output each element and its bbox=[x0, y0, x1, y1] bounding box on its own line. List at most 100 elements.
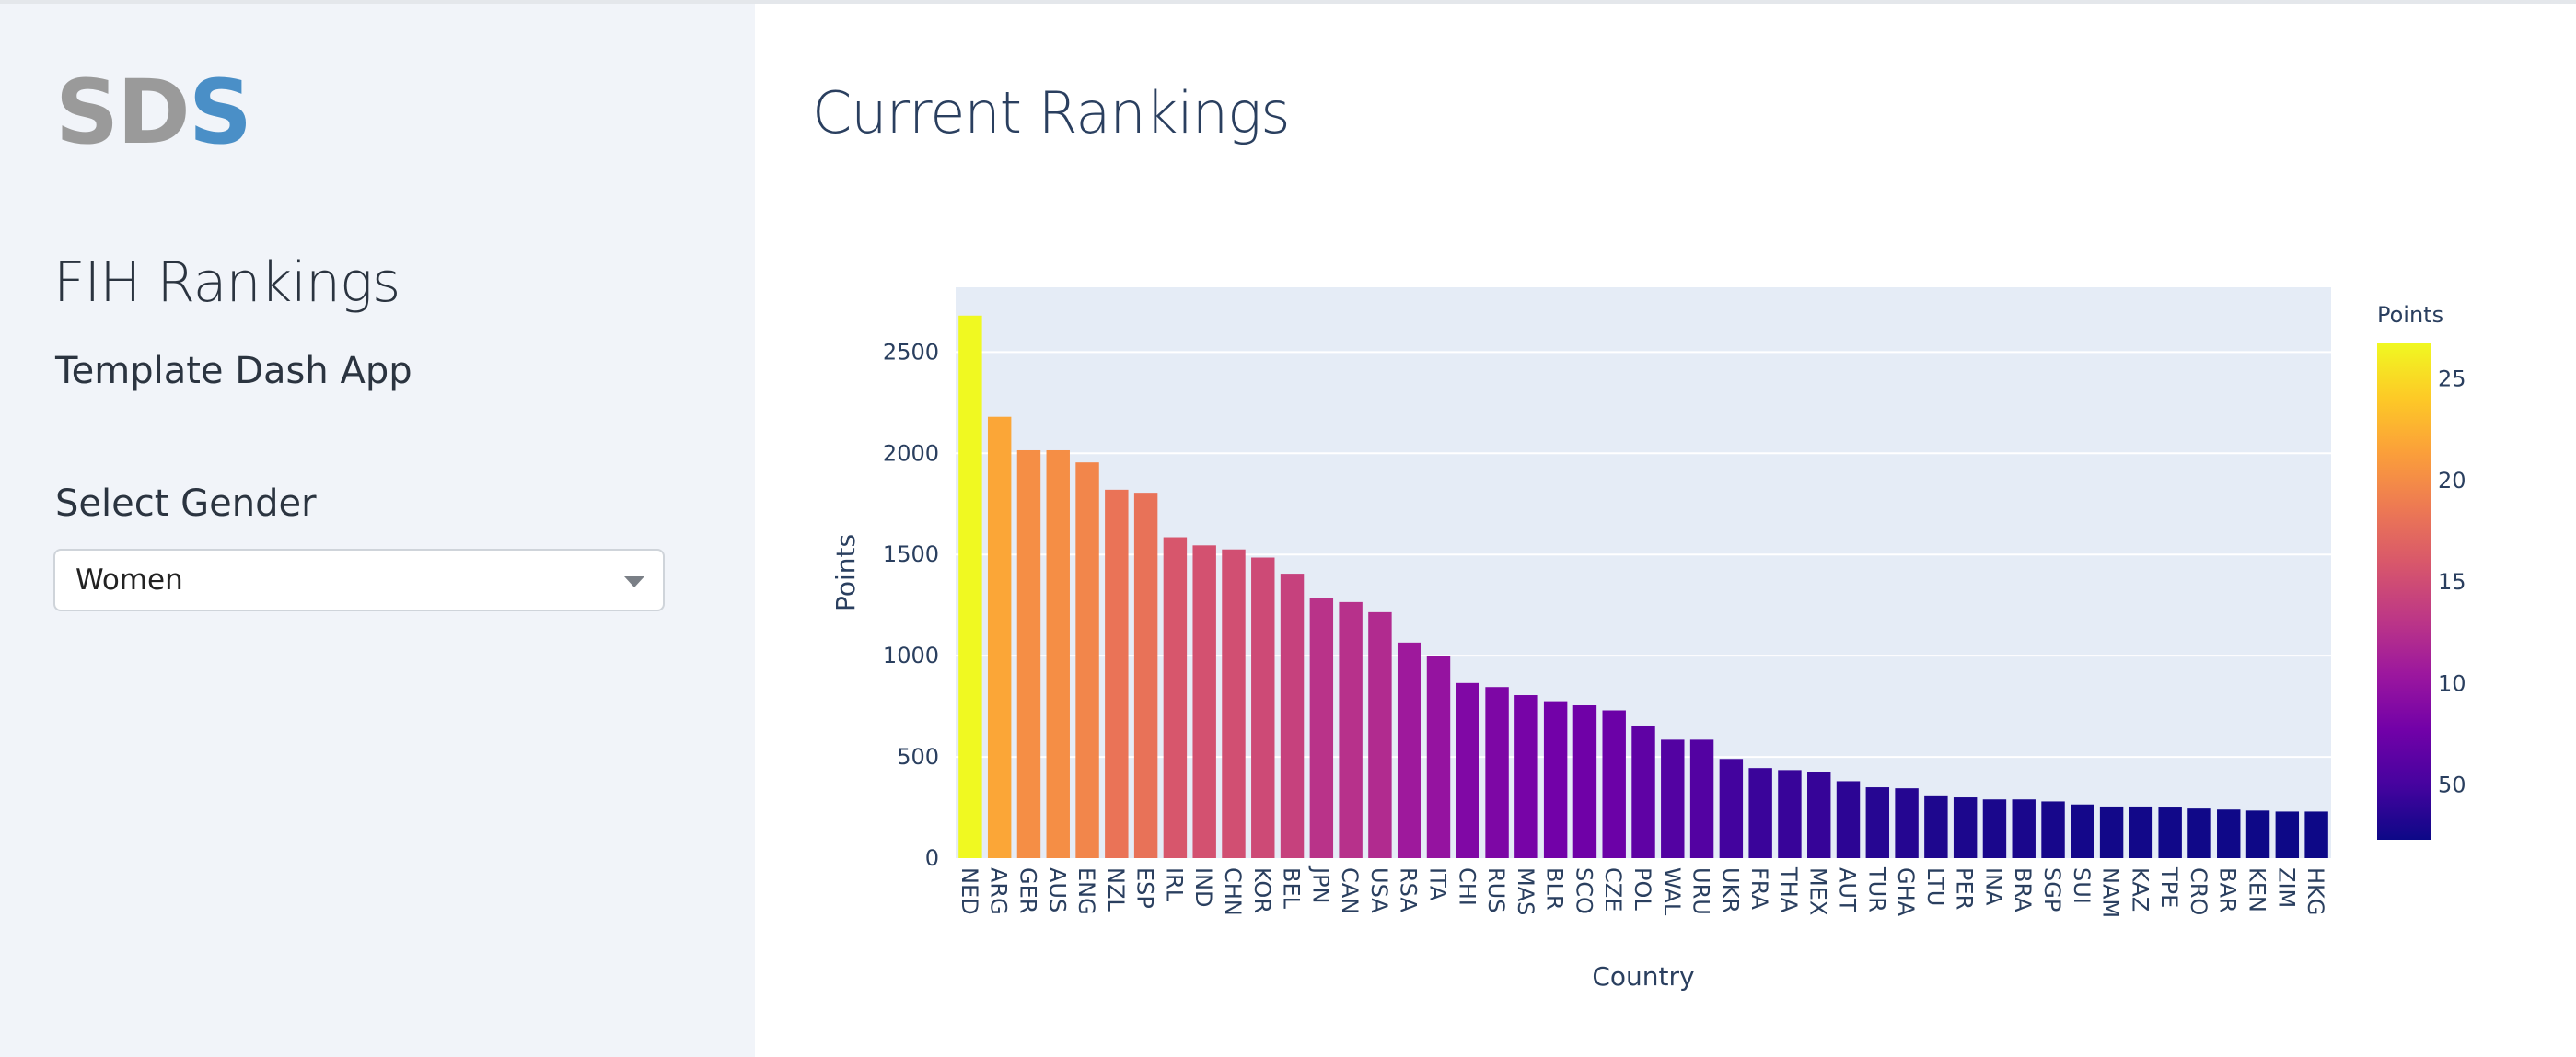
x-tick-label: KAZ bbox=[2127, 867, 2152, 912]
bar-ita bbox=[1426, 656, 1451, 858]
bar-ind bbox=[1192, 545, 1216, 858]
bar-bra bbox=[2012, 799, 2036, 858]
colorbar-ticks: 500 1000 1500 2000 2500 bbox=[2438, 366, 2467, 798]
x-tick-label: CHI bbox=[1454, 867, 1479, 906]
y-axis-ticks: 0 500 1000 1500 2000 2500 bbox=[883, 339, 939, 871]
y-axis-title: Points bbox=[830, 534, 861, 611]
x-tick-label: SGP bbox=[2039, 867, 2065, 912]
x-tick-label: NZL bbox=[1103, 867, 1129, 912]
bar-aus bbox=[1046, 449, 1070, 858]
bar-kaz bbox=[2129, 806, 2153, 858]
bars bbox=[958, 315, 2328, 858]
x-axis-title: Country bbox=[1592, 961, 1694, 992]
colorbar-scale bbox=[2377, 343, 2431, 840]
bar-esp bbox=[1133, 493, 1158, 858]
x-tick-label: BRA bbox=[2010, 867, 2036, 912]
x-tick-label: KOR bbox=[1249, 867, 1275, 913]
x-tick-label: JPN bbox=[1307, 865, 1333, 904]
logo-text-part1: SD bbox=[55, 61, 191, 164]
bar-zim bbox=[2275, 811, 2300, 858]
x-tick-label: NAM bbox=[2098, 867, 2124, 918]
x-tick-label: URU bbox=[1688, 867, 1714, 915]
bar-fra bbox=[1748, 768, 1772, 858]
bar-cro bbox=[2187, 808, 2211, 858]
x-tick-label: BEL bbox=[1279, 867, 1305, 910]
bar-irl bbox=[1163, 537, 1188, 858]
bar-per bbox=[1953, 797, 1978, 858]
bar-rsa bbox=[1397, 642, 1421, 858]
x-tick-label: BAR bbox=[2215, 867, 2241, 913]
x-tick-label: WAL bbox=[1659, 867, 1685, 916]
bar-cze bbox=[1602, 710, 1626, 858]
x-tick-label: CRO bbox=[2186, 867, 2211, 915]
bar-aut bbox=[1836, 781, 1861, 858]
x-tick-label: SCO bbox=[1571, 867, 1596, 914]
app-subtitle: Template Dash App bbox=[55, 350, 412, 392]
x-tick-label: BLR bbox=[1542, 867, 1568, 911]
x-tick-label: UKR bbox=[1717, 867, 1743, 913]
bar-ltu bbox=[1924, 795, 1948, 858]
bar-ned bbox=[958, 315, 982, 858]
x-tick-label: ITA bbox=[1424, 867, 1450, 901]
x-tick-label: GER bbox=[1015, 867, 1040, 913]
bar-blr bbox=[1543, 701, 1568, 858]
sds-logo: SDS bbox=[55, 68, 252, 157]
x-tick-label: LTU bbox=[1922, 867, 1948, 906]
bar-rus bbox=[1485, 687, 1509, 858]
x-tick-label: CAN bbox=[1337, 867, 1363, 914]
x-tick-label: PER bbox=[1952, 867, 1978, 910]
x-tick-label: ESP bbox=[1132, 867, 1158, 909]
logo-text-part2: S bbox=[188, 61, 252, 164]
x-tick-label: GHA bbox=[1893, 867, 1919, 917]
x-tick-label: ZIM bbox=[2273, 867, 2299, 908]
x-tick-label: MAS bbox=[1513, 867, 1538, 915]
x-tick-label: HKG bbox=[2303, 867, 2328, 915]
y-tick-label: 2000 bbox=[883, 440, 939, 466]
bar-wal bbox=[1661, 739, 1685, 858]
gender-dropdown[interactable]: Women bbox=[53, 549, 665, 611]
x-tick-label: SUI bbox=[2069, 867, 2094, 904]
bar-usa bbox=[1368, 611, 1392, 858]
bar-pol bbox=[1631, 725, 1655, 858]
x-tick-label: POL bbox=[1630, 867, 1655, 911]
x-tick-label: THA bbox=[1776, 866, 1802, 913]
gender-dropdown-value: Women bbox=[75, 563, 183, 597]
bar-eng bbox=[1075, 462, 1099, 858]
chevron-down-icon[interactable] bbox=[624, 576, 644, 587]
x-tick-label: TUR bbox=[1863, 866, 1889, 912]
bar-sgp bbox=[2041, 801, 2065, 858]
bar-chi bbox=[1456, 682, 1479, 858]
x-tick-label: IRL bbox=[1161, 867, 1187, 902]
bar-ina bbox=[1982, 799, 2007, 858]
bar-tpe bbox=[2158, 807, 2182, 858]
bar-chn bbox=[1222, 549, 1246, 858]
bar-nam bbox=[2099, 806, 2124, 858]
bar-ger bbox=[1016, 449, 1041, 858]
colorbar-tick-label: 500 bbox=[2438, 772, 2467, 797]
colorbar: Points 500 1000 1500 2000 2500 bbox=[2377, 302, 2467, 840]
colorbar-tick-label: 1000 bbox=[2438, 670, 2467, 696]
select-gender-label: Select Gender bbox=[55, 482, 317, 525]
x-tick-label: RSA bbox=[1396, 867, 1421, 912]
bar-gha bbox=[1895, 788, 1919, 858]
y-tick-label: 500 bbox=[897, 744, 939, 770]
bar-hkg bbox=[2304, 811, 2328, 858]
colorbar-tick-label: 2500 bbox=[2438, 366, 2467, 392]
bar-tha bbox=[1778, 770, 1802, 858]
x-tick-label: ARG bbox=[986, 867, 1012, 915]
bar-uru bbox=[1689, 739, 1714, 858]
bar-tur bbox=[1865, 787, 1890, 858]
y-tick-label: 0 bbox=[925, 845, 939, 871]
bar-can bbox=[1339, 601, 1363, 858]
bar-sco bbox=[1572, 705, 1597, 858]
top-border bbox=[0, 0, 2576, 4]
colorbar-tick-label: 2000 bbox=[2438, 468, 2467, 494]
app-title: FIH Rankings bbox=[53, 250, 400, 315]
bar-mas bbox=[1514, 695, 1538, 858]
x-tick-label: NED bbox=[957, 867, 982, 915]
x-tick-label: TPE bbox=[2156, 866, 2182, 908]
y-tick-label: 1000 bbox=[883, 643, 939, 668]
bar-bel bbox=[1280, 574, 1305, 858]
bar-bar bbox=[2217, 809, 2241, 858]
x-tick-label: IND bbox=[1190, 867, 1216, 908]
